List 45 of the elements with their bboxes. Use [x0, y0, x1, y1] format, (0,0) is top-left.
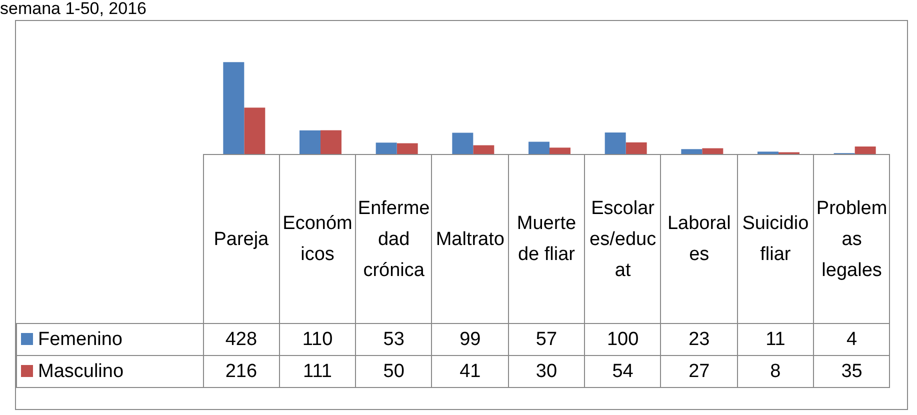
- bar: [320, 130, 342, 154]
- data-label: 110: [279, 324, 356, 356]
- bar: [604, 132, 626, 154]
- x-tick-label: Pareja: [203, 154, 280, 324]
- bar: [300, 130, 320, 154]
- data-label: 23: [660, 324, 738, 356]
- x-tick-label: Problemas legales: [814, 154, 890, 324]
- x-tick-label: Económicos: [279, 154, 356, 324]
- data-label: 8: [737, 356, 814, 388]
- bar: [681, 149, 702, 154]
- x-tick-label: Maltrato: [432, 154, 508, 324]
- data-label: 57: [508, 324, 585, 356]
- data-label: 100: [584, 324, 661, 356]
- bar: [626, 142, 647, 154]
- x-tick-label: Suicidio fliar: [737, 154, 814, 324]
- bar: [702, 148, 724, 154]
- x-tick-label: Enfermedad crónica: [356, 154, 432, 324]
- data-label: 428: [203, 324, 280, 356]
- data-label: 35: [814, 356, 890, 388]
- data-label: 216: [203, 356, 280, 388]
- chart-title: semana 1-50, 2016: [0, 0, 146, 18]
- x-tick-label: Escolares/educat: [584, 154, 661, 324]
- data-label: 41: [432, 356, 508, 388]
- data-label: 27: [660, 356, 738, 388]
- data-label: 4: [814, 324, 890, 356]
- legend-label: Femenino: [16, 324, 203, 356]
- data-label: 30: [508, 356, 585, 388]
- legend-label: Masculino: [16, 356, 203, 388]
- bar: [854, 146, 876, 154]
- bar: [244, 108, 266, 154]
- bar: [396, 143, 418, 154]
- bar: [376, 142, 397, 154]
- x-tick-label: Muerte de fliar: [508, 154, 585, 324]
- bar: [528, 142, 550, 154]
- bar: [452, 132, 474, 154]
- data-label: 50: [356, 356, 432, 388]
- data-label: 54: [584, 356, 661, 388]
- data-label: 111: [279, 356, 356, 388]
- bar: [473, 145, 494, 154]
- data-label: 11: [737, 324, 814, 356]
- data-label: 99: [432, 324, 508, 356]
- bar: [223, 62, 244, 154]
- bar: [550, 148, 570, 154]
- x-tick-label: Laborales: [660, 154, 738, 324]
- data-label: 53: [356, 324, 432, 356]
